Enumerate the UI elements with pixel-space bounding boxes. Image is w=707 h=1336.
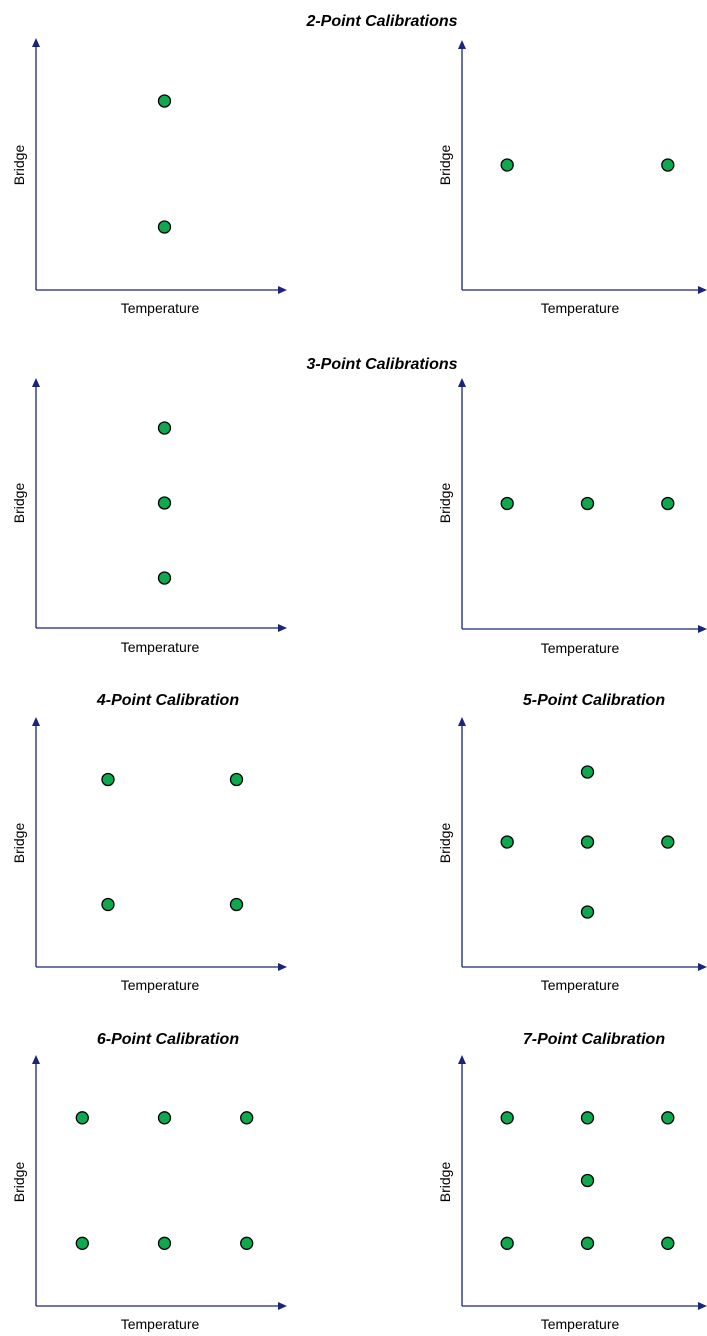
calibration-point [661,1111,675,1125]
y-axis-label: Bridge [437,823,453,864]
calibration-point [661,835,675,849]
panel-six-point: Bridge Temperature [11,1055,287,1332]
calibration-point [240,1236,254,1250]
calibration-point [157,94,172,108]
y-axis-arrow-icon [32,38,40,47]
panel-two-point-a: Bridge Temperature [11,38,287,316]
panel-five-point: Bridge Temperature [437,717,707,993]
data-points [500,1111,675,1250]
calibration-point [580,1236,595,1250]
y-axis-label: Bridge [11,1162,27,1203]
x-axis-label: Temperature [541,1316,620,1332]
y-axis-arrow-icon [458,40,466,49]
section-title-3-point: 3-Point Calibrations [306,356,457,373]
x-axis-label: Temperature [541,977,620,993]
x-axis-arrow-icon [698,1302,707,1310]
data-points [500,765,675,919]
calibration-point [580,835,595,849]
x-axis-label: Temperature [541,640,620,656]
y-axis-arrow-icon [458,1055,466,1064]
section-title-6-point: 6-Point Calibration [97,1031,239,1048]
section-title-5-point: 5-Point Calibration [523,692,665,709]
y-axis-label: Bridge [11,823,27,864]
section-title-2-point: 2-Point Calibrations [305,13,457,30]
panel-three-point-a: Bridge Temperature [11,378,287,655]
x-axis-arrow-icon [278,286,287,294]
panel-three-point-b: Bridge Temperature [437,378,707,656]
x-axis-label: Temperature [121,639,200,655]
calibration-point [580,905,595,919]
section-title-7-point: 7-Point Calibration [523,1031,665,1048]
y-axis-label: Bridge [11,145,27,186]
calibration-point [157,421,172,435]
data-points [75,1111,254,1250]
y-axis-label: Bridge [437,145,453,186]
calibration-point [101,897,115,912]
calibration-point [157,571,172,585]
calibration-point [661,1236,675,1250]
calibration-point [661,496,675,511]
x-axis-arrow-icon [278,624,287,632]
y-axis-arrow-icon [458,717,466,726]
y-axis-label: Bridge [11,483,27,524]
x-axis-arrow-icon [278,1302,287,1310]
panel-seven-point: Bridge Temperature [437,1055,707,1332]
calibration-point [75,1111,89,1125]
data-points [500,158,675,172]
calibration-point [500,158,514,172]
x-axis-label: Temperature [541,300,620,316]
x-axis-arrow-icon [278,963,287,971]
x-axis-arrow-icon [698,963,707,971]
data-points [157,421,172,585]
x-axis-label: Temperature [121,1316,200,1332]
y-axis-label: Bridge [437,1162,453,1203]
x-axis-arrow-icon [698,625,707,633]
calibration-point [101,772,115,787]
calibration-point [500,1236,514,1250]
y-axis-arrow-icon [458,378,466,387]
section-title-4-point: 4-Point Calibration [96,692,239,709]
calibration-point [500,496,514,511]
calibration-point [75,1236,89,1250]
calibration-point [229,897,244,912]
calibration-point [157,1111,172,1125]
panel-four-point: Bridge Temperature [11,717,287,993]
data-points [157,94,172,234]
calibration-point [229,772,244,787]
y-axis-arrow-icon [32,717,40,726]
y-axis-label: Bridge [437,483,453,524]
calibration-point [500,835,514,849]
calibration-point [157,1236,172,1250]
y-axis-arrow-icon [32,378,40,387]
calibration-point [661,158,675,172]
calibration-point [580,1111,595,1125]
calibration-point [580,1173,595,1188]
calibration-point [240,1111,254,1125]
panel-two-point-b: Bridge Temperature [437,40,707,316]
calibration-point [580,765,595,779]
calibration-point [157,496,172,510]
x-axis-arrow-icon [698,286,707,294]
x-axis-label: Temperature [121,300,200,316]
y-axis-arrow-icon [32,1055,40,1064]
x-axis-label: Temperature [121,977,200,993]
data-points [101,772,244,912]
calibration-point [157,220,172,234]
calibration-point [500,1111,514,1125]
data-points [500,496,675,511]
calibration-point [580,496,595,511]
